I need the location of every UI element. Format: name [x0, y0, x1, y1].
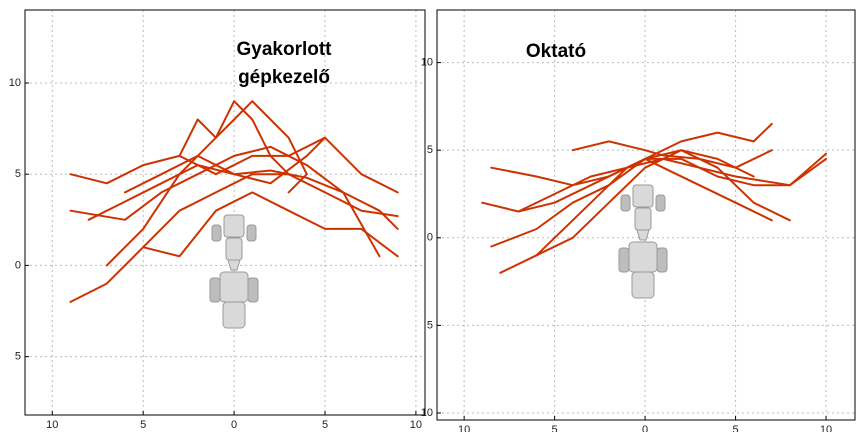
x-tick-label: 10 [410, 419, 422, 431]
x-tick-label: 10 [820, 424, 832, 432]
y-tick-label: 5 [15, 168, 21, 180]
y-tick-label: 5 [15, 351, 21, 363]
chart-title: Gyakorlott [236, 39, 332, 60]
x-tick-label: 0 [642, 424, 648, 432]
chart-title: Oktató [526, 41, 586, 62]
y-tick-label: 10 [421, 407, 433, 419]
trajectory [107, 101, 307, 265]
x-tick-label: 5 [140, 419, 146, 431]
y-tick-label: 10 [421, 56, 433, 68]
x-tick-label: 5 [733, 424, 739, 432]
y-tick-label: 0 [427, 232, 433, 244]
trajectory [491, 124, 772, 247]
y-tick-label: 10 [9, 77, 21, 89]
x-tick-label: 10 [46, 419, 58, 431]
tractor-icon-right [619, 185, 667, 298]
x-tick-label: 0 [231, 419, 237, 431]
x-tick-label: 5 [322, 419, 328, 431]
trajectory [143, 192, 398, 256]
chart-title: gépkezelő [238, 67, 330, 88]
trajectory [491, 159, 826, 185]
y-tick-label: 0 [15, 259, 21, 271]
x-tick-label: 10 [458, 424, 470, 432]
tractor-icon-left [210, 215, 258, 328]
x-tick-label: 5 [552, 424, 558, 432]
y-tick-label: 5 [427, 144, 433, 156]
y-tick-label: 5 [427, 319, 433, 331]
trajectory [71, 138, 326, 184]
figure: 105051050510Gyakorlottgépkezelő105051010… [0, 0, 857, 432]
trajectory [125, 138, 398, 193]
